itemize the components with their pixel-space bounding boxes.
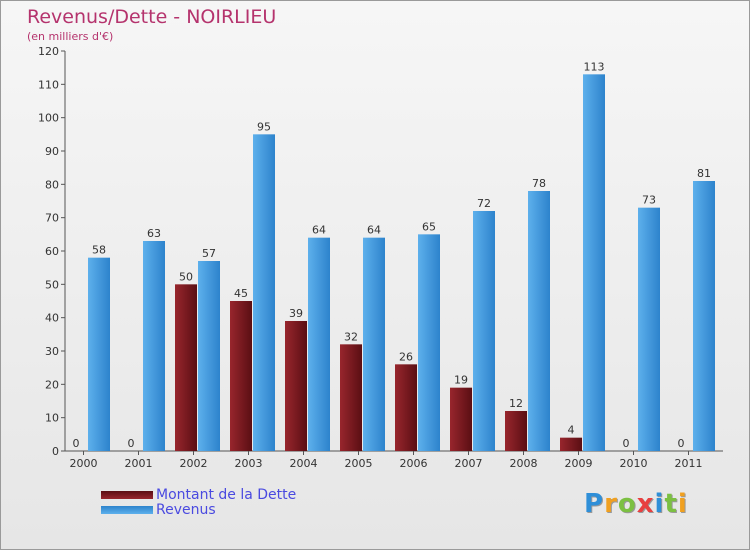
x-tick-label: 2010 xyxy=(620,457,648,470)
y-tick-label: 120 xyxy=(38,45,59,58)
legend-label-revenus: Revenus xyxy=(156,501,216,518)
data-label-revenus: 113 xyxy=(584,60,605,73)
data-label-dette: 19 xyxy=(454,374,468,387)
bar-dette xyxy=(175,284,197,451)
legend-label-dette: Montant de la Dette xyxy=(156,486,297,503)
data-label-dette: 45 xyxy=(234,287,248,300)
data-label-revenus: 63 xyxy=(147,227,161,240)
logo-letter: i xyxy=(654,489,665,519)
data-label-dette: 39 xyxy=(289,307,303,320)
legend-item-dette: Montant de la Dette xyxy=(101,486,297,503)
x-axis: 2000 2001 2002 2003 2004 2005 2006 2007 2008 2009… xyxy=(65,450,723,470)
bar-revenus xyxy=(143,241,165,451)
data-label-dette: 26 xyxy=(399,350,413,363)
data-label-revenus: 73 xyxy=(642,194,656,207)
y-tick-label: 60 xyxy=(45,245,59,258)
data-label-dette: 12 xyxy=(509,397,523,410)
data-label-revenus: 57 xyxy=(202,247,216,260)
bar-revenus xyxy=(363,237,385,451)
x-tick-label: 2008 xyxy=(510,457,538,470)
chart-subtitle: (en milliers d'€) xyxy=(27,30,114,43)
bar-revenus xyxy=(88,257,110,451)
y-axis: 0 10 20 30 40 50 60 70 80 90 100 110 120 xyxy=(38,45,66,458)
x-tick-label: 2003 xyxy=(235,457,263,470)
proxiti-logo: Proxiti xyxy=(584,489,688,519)
chart-title: Revenus/Dette - NOIRLIEU xyxy=(27,6,277,28)
data-label-dette: 0 xyxy=(678,437,685,450)
bar-revenus xyxy=(583,74,605,451)
x-tick-label: 2000 xyxy=(70,457,98,470)
y-tick-label: 50 xyxy=(45,278,59,291)
x-tick-label: 2004 xyxy=(290,457,318,470)
y-tick-label: 10 xyxy=(45,412,59,425)
bar-dette xyxy=(395,364,417,451)
logo-letter: t xyxy=(664,489,678,519)
bar-revenus xyxy=(308,237,330,451)
bar-revenus xyxy=(528,191,550,451)
logo-letter: x xyxy=(636,489,655,519)
logo-letter: r xyxy=(604,489,618,519)
data-label-dette: 32 xyxy=(344,330,358,343)
data-label-dette: 0 xyxy=(623,437,630,450)
data-label-revenus: 95 xyxy=(257,120,271,133)
bar-dette xyxy=(340,344,362,451)
data-label-dette: 0 xyxy=(73,437,80,450)
logo-letter: P xyxy=(584,489,605,519)
data-label-dette: 4 xyxy=(568,424,575,437)
legend-item-revenus: Revenus xyxy=(101,501,296,518)
data-label-revenus: 81 xyxy=(697,167,711,180)
bar-revenus xyxy=(693,181,715,451)
y-tick-label: 80 xyxy=(45,178,59,191)
bar-dette xyxy=(285,321,307,451)
x-tick-label: 2006 xyxy=(400,457,428,470)
x-tick-label: 2009 xyxy=(565,457,593,470)
data-label-revenus: 65 xyxy=(422,220,436,233)
x-tick-label: 2011 xyxy=(675,457,703,470)
y-tick-label: 90 xyxy=(45,145,59,158)
data-label-revenus: 58 xyxy=(92,244,106,257)
data-label-revenus: 72 xyxy=(477,197,491,210)
logo-letter: i xyxy=(677,489,688,519)
data-label-dette: 0 xyxy=(128,437,135,450)
y-tick-label: 70 xyxy=(45,212,59,225)
bar-revenus xyxy=(638,207,660,451)
data-label-revenus: 78 xyxy=(532,177,546,190)
legend: Montant de la Dette Revenus xyxy=(101,486,297,518)
bar-dette xyxy=(450,387,472,451)
y-tick-label: 30 xyxy=(45,345,59,358)
bar-dette xyxy=(230,301,252,451)
value-labels: 0 58 0 63 50 57 45 95 39 64 32 64 26 65 19 72 12 78 4 113 0 7… xyxy=(73,60,712,450)
x-tick-label: 2002 xyxy=(180,457,208,470)
data-label-revenus: 64 xyxy=(312,224,326,237)
bar-revenus xyxy=(473,211,495,451)
bar-revenus xyxy=(253,134,275,452)
y-tick-label: 20 xyxy=(45,378,59,391)
legend-swatch-revenus xyxy=(101,505,153,514)
y-tick-label: 40 xyxy=(45,312,59,325)
bar-revenus xyxy=(198,261,220,451)
legend-swatch-dette xyxy=(101,490,153,499)
y-tick-label: 100 xyxy=(38,112,59,125)
x-tick-label: 2005 xyxy=(345,457,373,470)
y-tick-label: 0 xyxy=(52,445,59,458)
bar-revenus xyxy=(418,234,440,451)
bar-dette xyxy=(505,411,527,451)
logo-letter: o xyxy=(617,489,637,519)
bar-dette xyxy=(560,437,582,451)
y-tick-label: 110 xyxy=(38,78,59,91)
data-label-revenus: 64 xyxy=(367,224,381,237)
x-tick-label: 2001 xyxy=(125,457,153,470)
data-label-dette: 50 xyxy=(179,270,193,283)
bars xyxy=(88,74,715,452)
x-tick-label: 2007 xyxy=(455,457,483,470)
